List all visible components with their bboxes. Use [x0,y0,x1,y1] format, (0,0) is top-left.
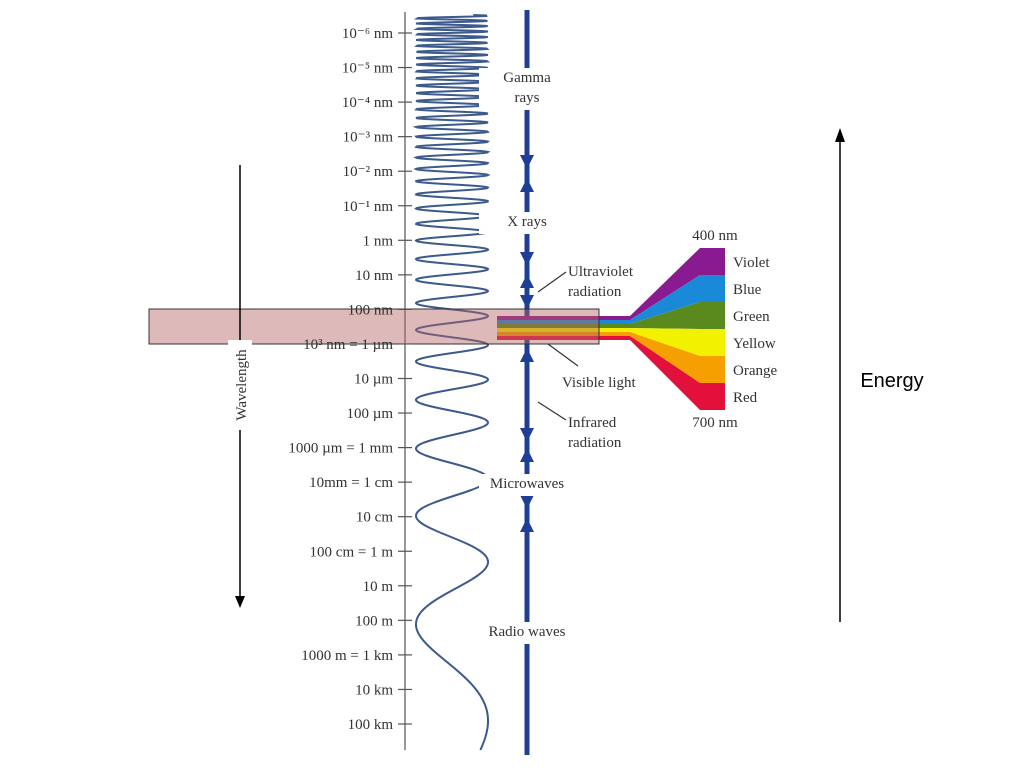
label-bg [479,474,575,496]
arrowhead [520,178,534,192]
tick-label: 10³ nm = 1 µm [303,337,393,353]
arrowhead [520,155,534,169]
visible-fan-segment [630,336,725,410]
visible-stripe [497,324,630,328]
arrowhead [520,348,534,362]
label-bg [479,622,575,644]
visible-color-label: Red [733,390,758,406]
visible-color-label: Green [733,309,770,325]
tick-label: 100 cm = 1 m [310,544,394,560]
visible-stripe [497,328,630,332]
visible-color-label: Yellow [733,336,776,352]
tick-label: 100 km [348,717,394,733]
arrowhead [520,518,534,532]
arrowhead [520,252,534,266]
arrowhead [520,295,534,309]
band-label: Infrared [568,415,617,431]
band-label: radiation [568,284,622,300]
tick-label: 100 µm [346,406,393,422]
tick-label: 10⁻⁶ nm [342,26,393,42]
band-label: Visible light [562,375,637,391]
band-label: Microwaves [490,476,564,492]
pointer-lines [537,271,579,421]
visible-fan-segment [630,302,725,329]
tick-label: 10⁻³ nm [343,130,394,146]
visible-stripe [497,320,630,324]
visible-stripe [497,316,630,320]
label-bg [479,212,575,234]
arrowhead [520,428,534,442]
band-label: rays [515,90,540,106]
tick-label: 10⁻¹ nm [343,199,394,215]
tick-label: 10 nm [355,268,393,284]
visible-fan [497,248,725,410]
visible-stripe [497,332,630,336]
visible-bottom-label: 700 nm [692,415,738,431]
label-bg [228,340,252,430]
visible-fan-segment [630,328,725,356]
label-bg [479,68,575,110]
visible-color-label: Orange [733,363,777,379]
tick-label: 10⁻⁵ nm [342,61,393,77]
arrowhead [520,495,534,509]
tick-label: 100 nm [348,302,394,318]
visible-color-label: Violet [733,255,770,271]
band-label: Ultraviolet [568,264,634,280]
energy-label: Energy [860,370,923,392]
visible-fan-segment [630,248,725,320]
highlight-box [148,308,600,345]
band-label: X rays [507,214,547,230]
wave [412,14,491,751]
tick-label: 10 km [355,682,393,698]
visible-fan-segment [630,332,725,383]
tick-label: 10 cm [356,510,393,526]
energy-arrowhead [835,128,845,142]
arrowhead [520,274,534,288]
tick-label: 1000 m = 1 km [301,648,393,664]
visible-fan-segment [630,275,725,324]
band-arrows [520,155,534,532]
band-label: Gamma [503,70,551,86]
tick-label: 10⁻² nm [343,164,394,180]
tick-label: 1000 µm = 1 mm [288,441,393,457]
band-label: Radio waves [488,624,565,640]
tick-label: 10 m [363,579,394,595]
arrowhead [520,448,534,462]
wavelength-label: Wavelength [234,349,250,421]
tick-label: 10 µm [354,372,393,388]
tick-label: 1 nm [363,233,394,249]
visible-stripe [497,336,630,340]
tick-label: 10mm = 1 cm [309,475,393,491]
tick-label: 10⁻⁴ nm [342,95,393,111]
band-label: radiation [568,435,622,451]
wavelength-arrowhead [235,596,245,608]
visible-color-label: Blue [733,282,762,298]
tick-label: 100 m [355,613,393,629]
visible-top-label: 400 nm [692,228,738,244]
